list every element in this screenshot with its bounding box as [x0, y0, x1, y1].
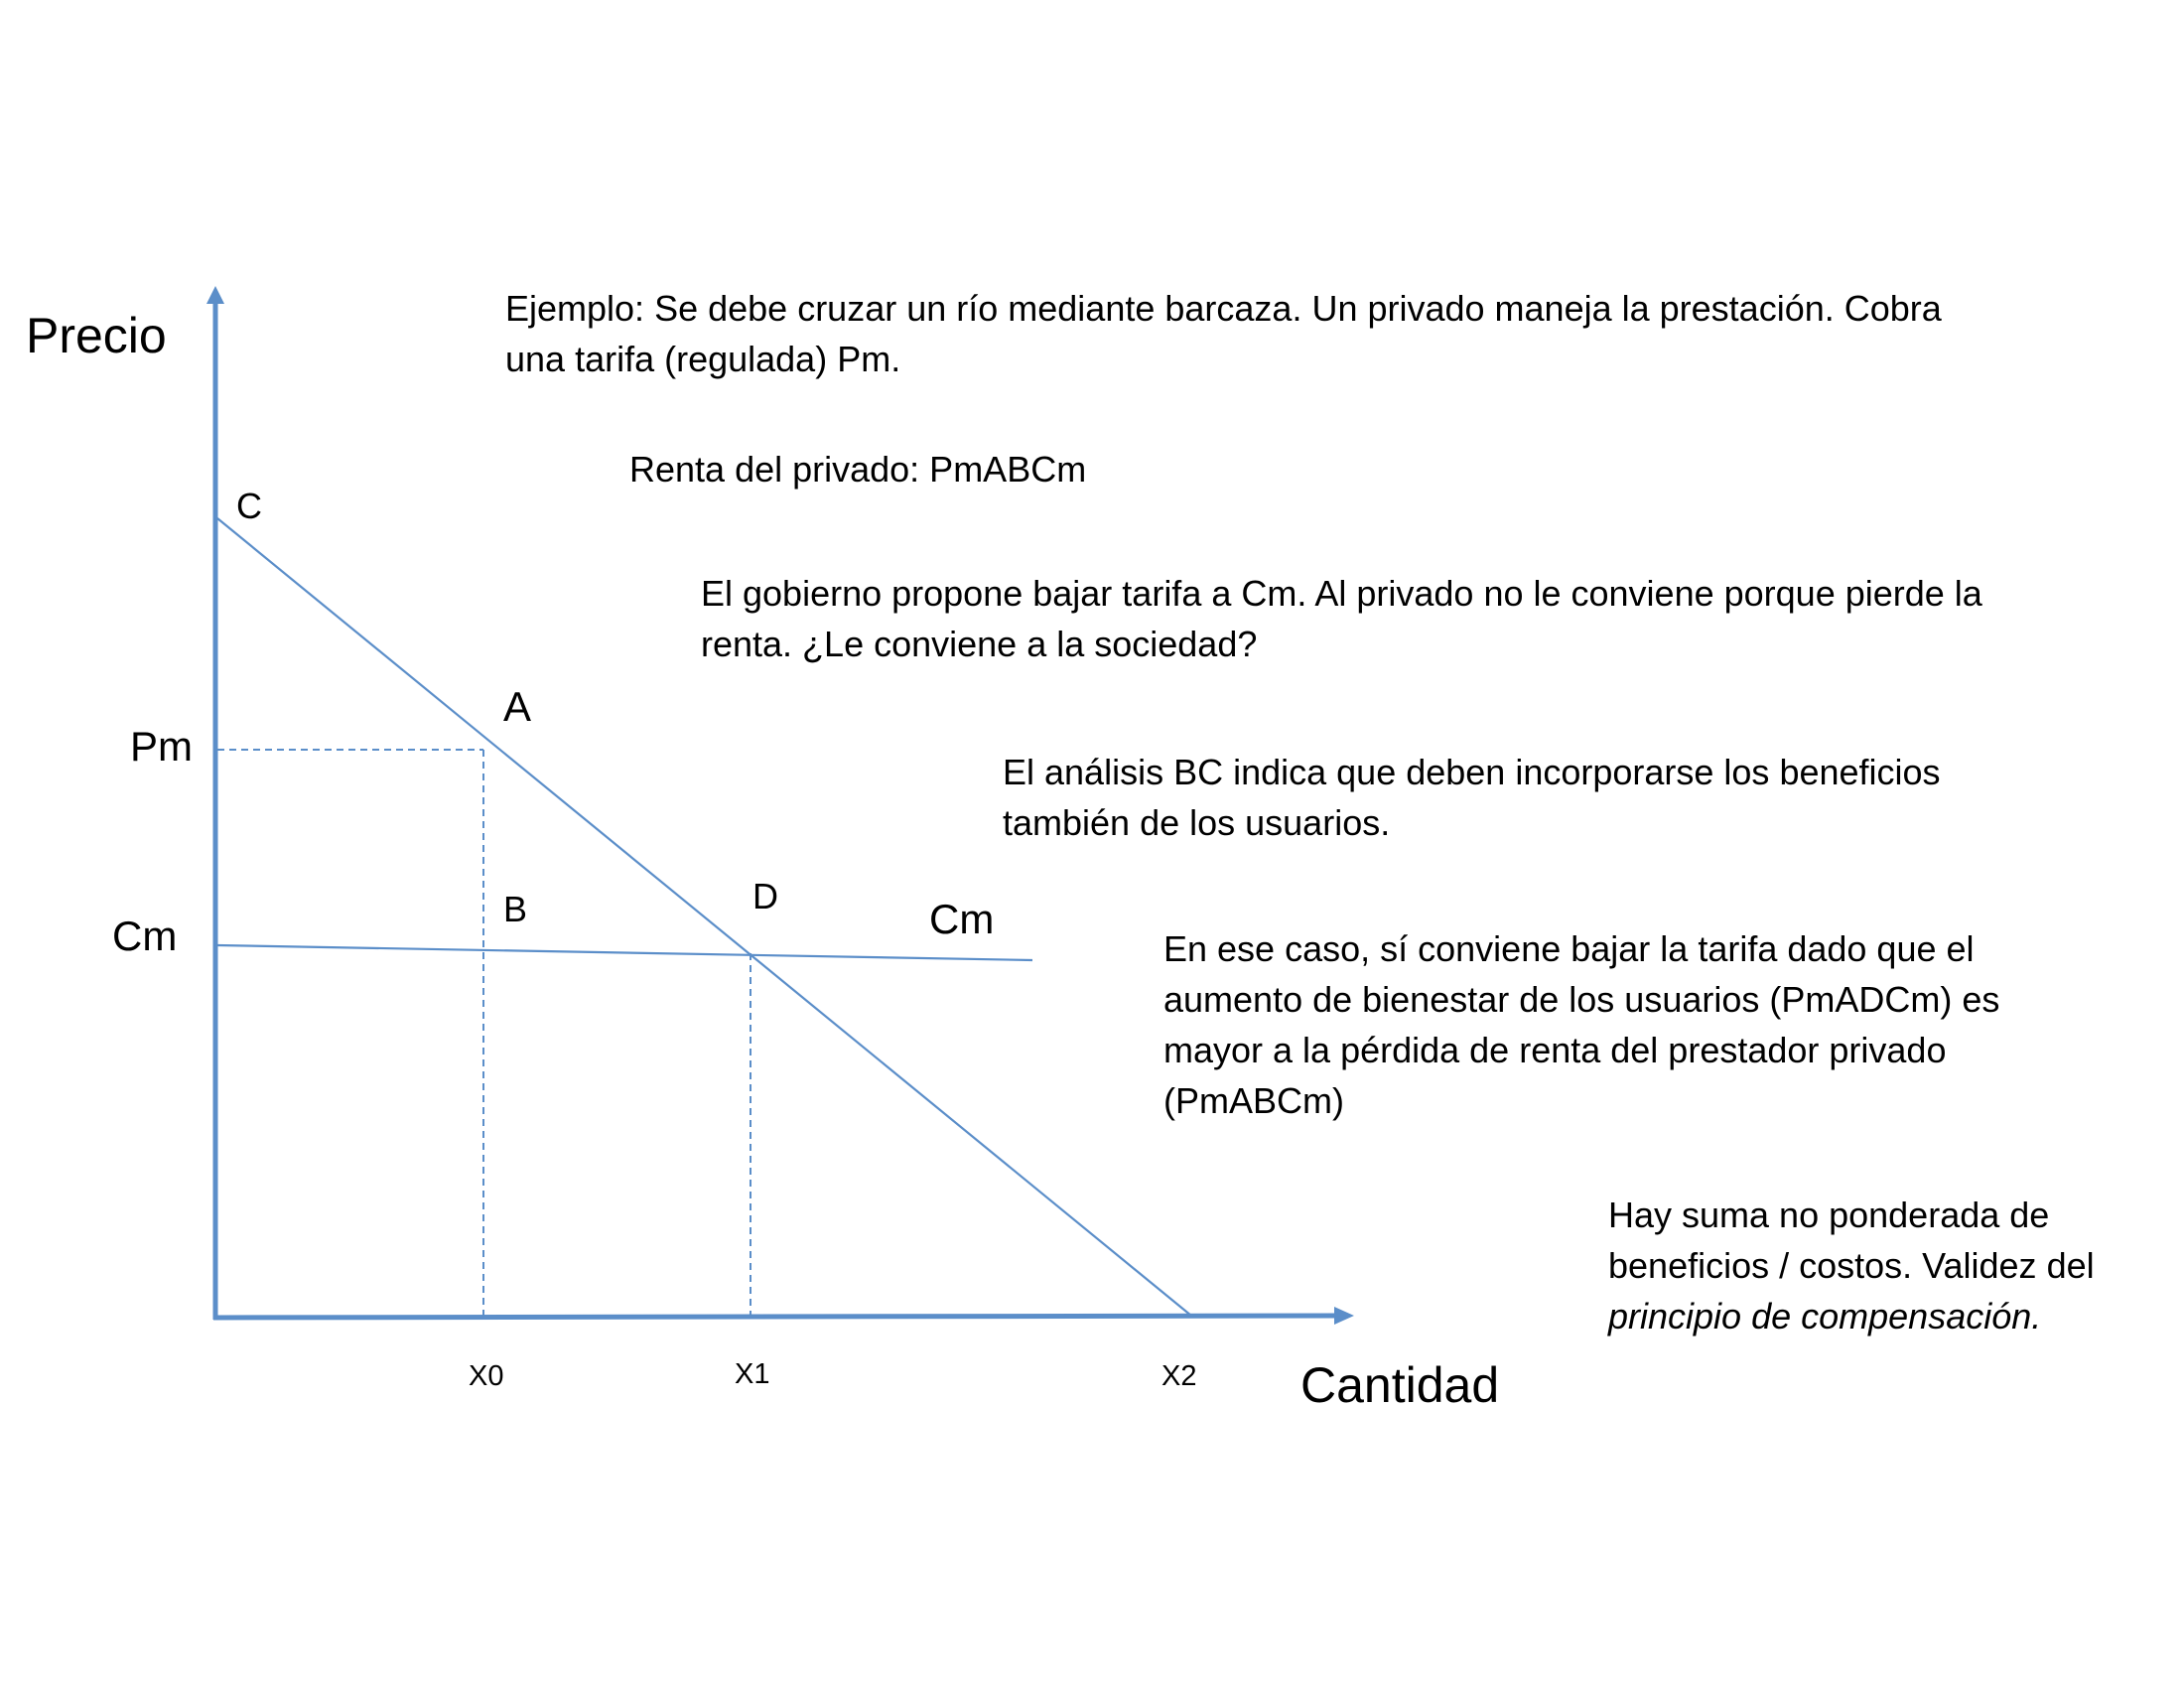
government-note-line-2: renta. ¿Le conviene a la sociedad? — [701, 624, 1258, 664]
conclusion-note-line-1: En ese caso, sí conviene bajar la tarifa… — [1163, 928, 1975, 969]
compensation-note-line-1: Hay suma no ponderada de — [1608, 1195, 2050, 1235]
point-label-c: C — [236, 486, 262, 526]
compensation-note-line-2: beneficios / costos. Validez del — [1608, 1245, 2095, 1286]
point-label-d: D — [752, 876, 778, 916]
compensation-note: Hay suma no ponderada de beneficios / co… — [1608, 1190, 2095, 1341]
y-axis-arrowhead — [206, 286, 224, 304]
rent-note-line-1: Renta del privado: PmABCm — [629, 449, 1087, 490]
analysis-note-line-1: El análisis BC indica que deben incorpor… — [1003, 752, 1941, 792]
example-note-line-2: una tarifa (regulada) Pm. — [505, 339, 901, 379]
price-label-cm: Cm — [112, 913, 177, 959]
quantity-label-x2: X2 — [1161, 1360, 1196, 1392]
point-label-b: B — [503, 889, 527, 929]
demand-line — [216, 517, 1192, 1317]
conclusion-note-line-2: aumento de bienestar de los usuarios (Pm… — [1163, 979, 2000, 1020]
government-note: El gobierno propone bajar tarifa a Cm. A… — [701, 568, 1982, 669]
government-note-line-1: El gobierno propone bajar tarifa a Cm. A… — [701, 573, 1982, 614]
x-axis-arrowhead — [1334, 1307, 1354, 1325]
cm-line — [216, 943, 1033, 962]
quantity-label-x0: X0 — [469, 1360, 503, 1392]
y-axis-title: Precio — [26, 308, 167, 363]
x-axis — [212, 1313, 1339, 1321]
quantity-label-x1: X1 — [735, 1358, 769, 1390]
conclusion-note: En ese caso, sí conviene bajar la tarifa… — [1163, 923, 1999, 1126]
rent-note: Renta del privado: PmABCm — [629, 444, 1086, 494]
cm-line-label: Cm — [929, 896, 994, 942]
x-axis-title: Cantidad — [1300, 1357, 1499, 1413]
analysis-note-line-2: también de los usuarios. — [1003, 802, 1391, 843]
price-label-pm: Pm — [130, 723, 193, 770]
compensation-note-line-3: principio de compensación. — [1608, 1296, 2042, 1336]
point-label-a: A — [503, 683, 531, 730]
analysis-note: El análisis BC indica que deben incorpor… — [1003, 747, 1941, 848]
example-note: Ejemplo: Se debe cruzar un río mediante … — [505, 283, 1942, 384]
example-note-line-1: Ejemplo: Se debe cruzar un río mediante … — [505, 288, 1942, 329]
conclusion-note-line-3: mayor a la pérdida de renta del prestado… — [1163, 1030, 1947, 1070]
conclusion-note-line-4: (PmABCm) — [1163, 1080, 1344, 1121]
